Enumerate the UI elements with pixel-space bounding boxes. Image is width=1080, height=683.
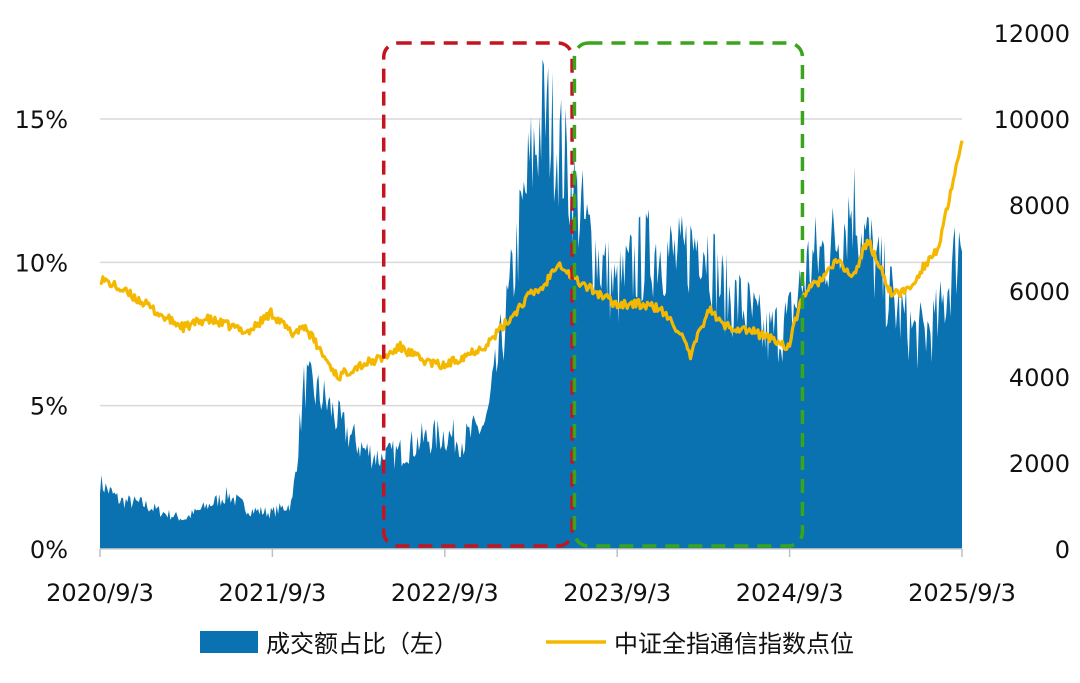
x-axis [99,548,963,557]
y-left-tick-label: 5% [30,393,68,421]
y-right-tick-label: 12000 [994,20,1070,48]
x-tick-label: 2025/9/3 [908,579,1016,607]
green-dashed-box [572,41,805,548]
y-left-tick-label: 10% [15,249,68,277]
x-tick-label: 2023/9/3 [563,579,671,607]
tick-labels: 2020/9/3 2021/9/3 2022/9/3 2023/9/3 2024/9/3… [15,20,1070,607]
legend-label-line: 中证全指通信指数点位 [614,630,854,658]
legend-swatch-area [200,631,258,653]
legend-label-area: 成交额占比（左） [266,630,458,658]
y-right-tick-label: 0 [1055,536,1070,564]
annotation-boxes [381,41,805,548]
area-series-share [100,59,962,550]
x-tick-label: 2021/9/3 [219,579,327,607]
y-right-tick-label: 10000 [994,106,1070,134]
y-right-tick-label: 4000 [1009,364,1070,392]
line-series-index [99,140,964,382]
red-dashed-box [381,41,574,548]
y-right-tick-label: 6000 [1009,278,1070,306]
y-right-tick-label: 2000 [1009,450,1070,478]
legend: 成交额占比（左） 中证全指通信指数点位 [200,630,854,658]
x-tick-label: 2024/9/3 [736,579,844,607]
y-right-tick-label: 8000 [1009,192,1070,220]
x-tick-label: 2020/9/3 [46,579,154,607]
area-series [100,59,962,550]
line-series [99,140,964,382]
x-tick-label: 2022/9/3 [391,579,499,607]
y-left-tick-label: 0% [30,536,68,564]
y-left-tick-label: 15% [15,106,68,134]
